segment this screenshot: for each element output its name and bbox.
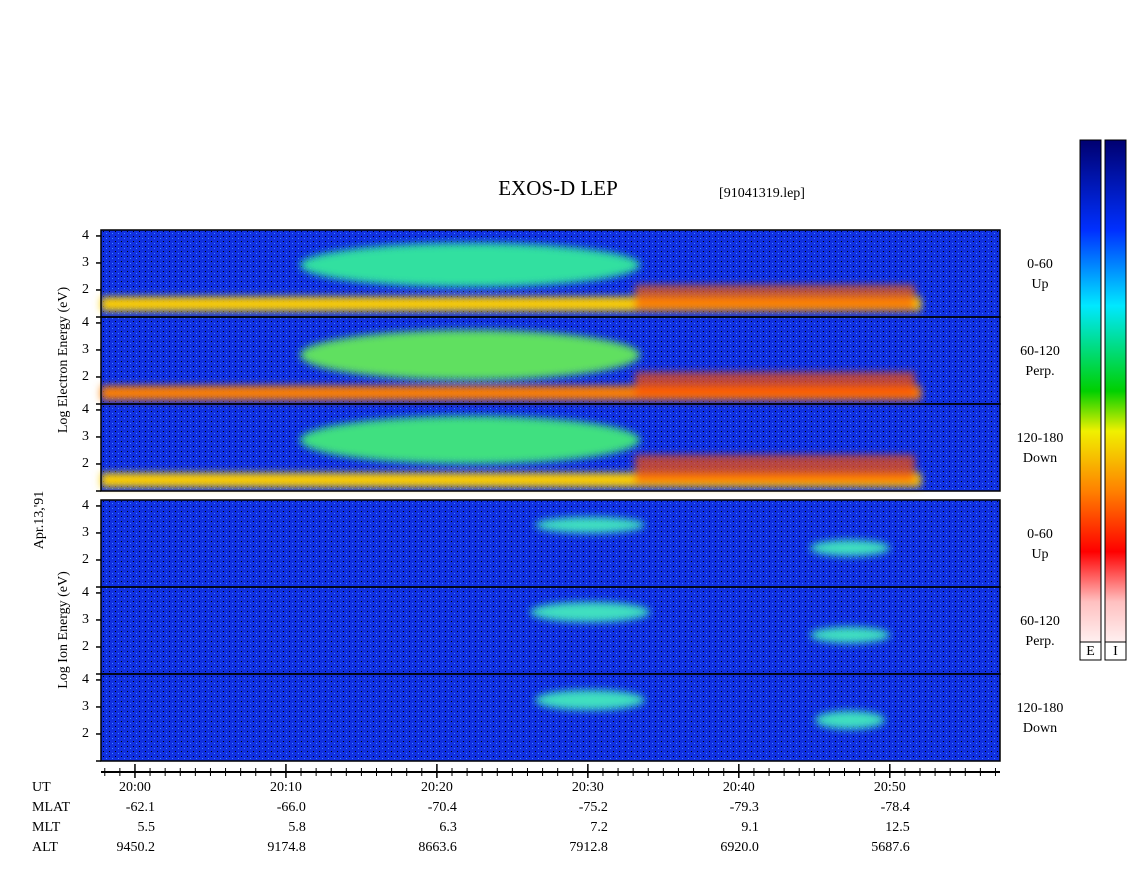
panel-frame (100, 673, 1001, 762)
ephemeris-value: -75.2 (579, 800, 608, 815)
direction: Down (1023, 451, 1057, 466)
y-tick-label: 2 (82, 282, 89, 297)
time-label: 20:50 (874, 780, 906, 795)
y-tick-label: 4 (82, 498, 89, 513)
ephemeris-value: -70.4 (428, 800, 457, 815)
y-tick-label: 3 (82, 612, 89, 627)
ephemeris-value: -78.4 (881, 800, 910, 815)
direction: Down (1023, 721, 1057, 736)
ephemeris-value: 9450.2 (116, 840, 155, 855)
electron-axis-label: Log Electron Energy (eV) (56, 287, 71, 434)
time-label: 20:00 (119, 780, 151, 795)
y-tick-label: 2 (82, 369, 89, 384)
colorbar (1104, 139, 1127, 643)
spectrogram (101, 230, 1000, 761)
ion-axis-label: Log Ion Energy (eV) (56, 571, 71, 689)
y-tick-label: 2 (82, 726, 89, 741)
pitch-angle: 120-180 (1017, 431, 1064, 446)
ephemeris-value: 9174.8 (267, 840, 306, 855)
ephemeris-value: 5687.6 (871, 840, 910, 855)
file-name: [91041319.lep] (719, 186, 805, 201)
y-tick-label: 4 (82, 315, 89, 330)
title: EXOS-D LEP (498, 176, 618, 200)
time-label: 20:30 (572, 780, 604, 795)
ephemeris-value: 6920.0 (720, 840, 759, 855)
row-name: ALT (32, 840, 58, 855)
ephemeris-value: 9.1 (741, 820, 759, 835)
row-name: MLT (32, 820, 61, 835)
y-tick-label: 4 (82, 228, 89, 243)
y-tick-label: 4 (82, 585, 89, 600)
row-name: MLAT (32, 800, 71, 815)
colorbar-label: E (1086, 644, 1095, 659)
y-tick-label: 3 (82, 699, 89, 714)
direction: Up (1031, 277, 1048, 292)
direction: Perp. (1025, 634, 1054, 649)
time-label: 20:10 (270, 780, 302, 795)
time-label: 20:20 (421, 780, 453, 795)
pitch-angle: 60-120 (1020, 344, 1060, 359)
y-tick-label: 3 (82, 429, 89, 444)
pitch-angle: 120-180 (1017, 701, 1064, 716)
direction: Perp. (1025, 364, 1054, 379)
ephemeris-value: 12.5 (885, 820, 910, 835)
ephemeris-value: 7912.8 (569, 840, 608, 855)
pitch-angle: 60-120 (1020, 614, 1060, 629)
ephemeris-value: 5.8 (288, 820, 306, 835)
y-tick-label: 2 (82, 552, 89, 567)
ephemeris-value: -79.3 (730, 800, 759, 815)
y-tick-label: 3 (82, 255, 89, 270)
ephemeris-value: 8663.6 (418, 840, 457, 855)
colorbar-label: I (1113, 644, 1118, 659)
colorbar-label-box (1079, 641, 1102, 661)
direction: Up (1031, 547, 1048, 562)
y-tick-label: 2 (82, 456, 89, 471)
ephemeris-value: 5.5 (137, 820, 155, 835)
ephemeris-value: -62.1 (126, 800, 155, 815)
time-label: 20:40 (723, 780, 755, 795)
ephemeris-value: 7.2 (590, 820, 608, 835)
row-name: UT (32, 780, 51, 795)
ephemeris-value: -66.0 (277, 800, 306, 815)
y-tick-label: 3 (82, 525, 89, 540)
y-tick-label: 2 (82, 639, 89, 654)
date-label: Apr.13,'91 (32, 491, 47, 550)
panel-frame (100, 403, 1001, 492)
y-tick-label: 4 (82, 672, 89, 687)
colorbar (1079, 139, 1102, 643)
colorbar-label-box (1104, 641, 1127, 661)
y-tick-label: 4 (82, 402, 89, 417)
pitch-angle: 0-60 (1027, 257, 1053, 272)
pitch-angle: 0-60 (1027, 527, 1053, 542)
ephemeris-value: 6.3 (439, 820, 457, 835)
y-tick-label: 3 (82, 342, 89, 357)
